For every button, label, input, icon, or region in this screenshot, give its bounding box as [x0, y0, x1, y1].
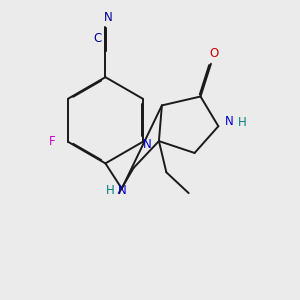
Text: H: H — [106, 184, 115, 196]
Text: N: N — [224, 115, 233, 128]
Text: C: C — [94, 32, 102, 45]
Text: F: F — [48, 135, 55, 148]
Text: O: O — [209, 47, 218, 60]
Text: H: H — [238, 116, 247, 129]
Text: N: N — [103, 11, 112, 24]
Text: N: N — [117, 184, 126, 196]
Text: N: N — [143, 138, 152, 151]
